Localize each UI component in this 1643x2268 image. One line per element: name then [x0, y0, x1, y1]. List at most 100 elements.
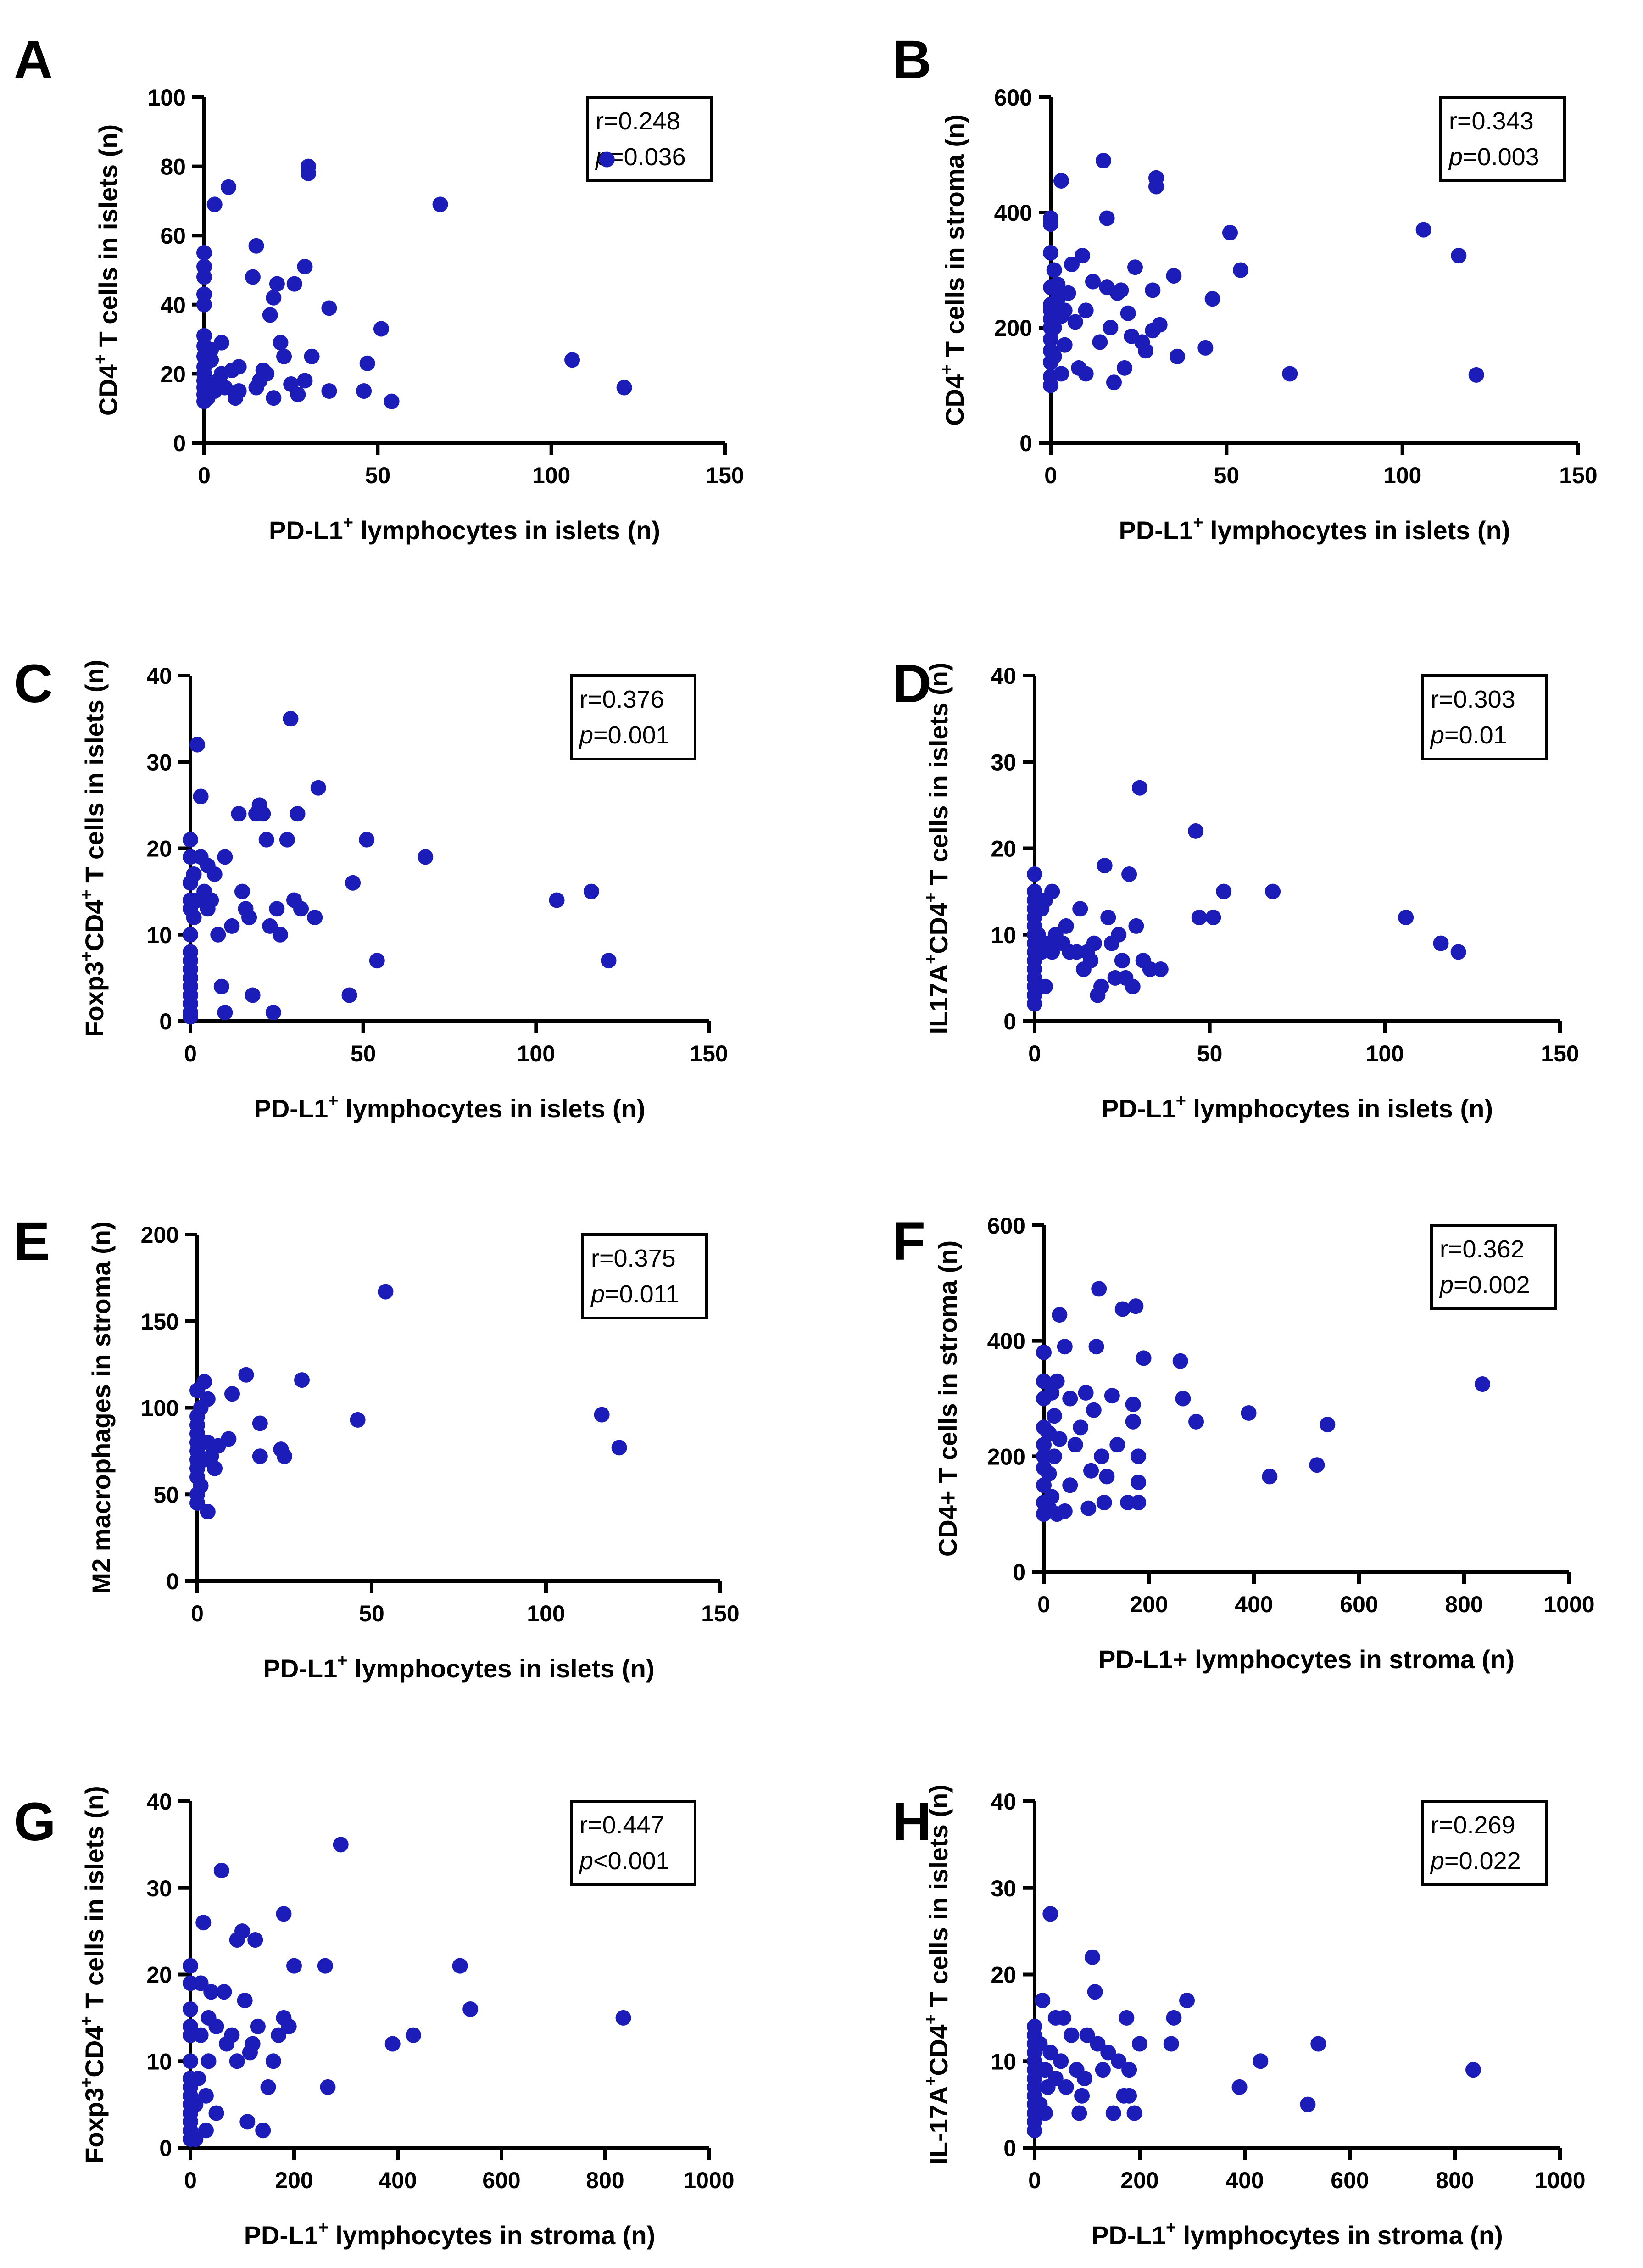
data-point — [1131, 1448, 1147, 1464]
data-point — [1062, 1391, 1078, 1407]
data-point — [369, 953, 385, 969]
data-point — [250, 2018, 266, 2034]
data-point — [1071, 2105, 1087, 2121]
data-point — [213, 335, 229, 351]
data-point — [1188, 1413, 1204, 1430]
data-points — [183, 1837, 631, 2147]
panel-letter: G — [14, 1792, 56, 1852]
panel-letter: D — [892, 654, 931, 714]
data-point — [208, 2018, 224, 2034]
data-points — [1027, 1906, 1481, 2139]
data-point — [615, 2010, 631, 2026]
data-point — [599, 151, 615, 168]
data-point — [193, 1975, 209, 1991]
data-point — [1044, 1489, 1060, 1505]
x-axis-title: PD-L1+ lymphocytes in islets (n) — [254, 1091, 645, 1123]
data-point — [208, 2105, 224, 2121]
data-point — [1188, 823, 1204, 839]
data-point — [1216, 883, 1232, 899]
p-value: p=0.01 — [1430, 721, 1507, 749]
data-point — [1072, 901, 1088, 917]
r-value: r=0.269 — [1431, 1811, 1515, 1839]
data-point — [373, 321, 389, 337]
data-point — [231, 806, 247, 822]
data-point — [183, 832, 198, 848]
data-point — [239, 2114, 256, 2130]
data-point — [1044, 944, 1060, 960]
data-point — [276, 1906, 292, 1922]
data-point — [1064, 2027, 1080, 2043]
y-tick-label: 40 — [991, 1789, 1016, 1815]
panel-letter: F — [892, 1211, 925, 1272]
y-tick-label: 100 — [148, 85, 186, 111]
data-point — [1166, 2010, 1182, 2026]
panel-a: A 0 50 100 150 0 20 40 60 80 100 PD-L1+ lymphocytes… — [14, 29, 744, 545]
data-point — [188, 2096, 204, 2112]
x-tick-label: 200 — [275, 2167, 313, 2193]
data-point — [1175, 1391, 1191, 1407]
data-point — [1241, 1405, 1257, 1421]
data-point — [1310, 2036, 1326, 2052]
data-point — [252, 1415, 268, 1431]
data-point — [462, 2001, 479, 2017]
data-point — [1042, 2045, 1058, 2061]
data-point — [260, 2079, 276, 2095]
data-point — [286, 276, 302, 292]
data-point — [262, 918, 278, 934]
x-tick-label: 200 — [1120, 2167, 1158, 2193]
data-point — [1128, 1298, 1144, 1314]
stat-box: r=0.248 p=0.036 — [586, 96, 713, 182]
data-point — [1111, 2053, 1127, 2069]
data-point — [1027, 2018, 1042, 2034]
data-point — [1222, 224, 1238, 240]
data-point — [1105, 2105, 1121, 2121]
data-point — [345, 875, 361, 891]
data-point — [1114, 953, 1130, 969]
x-tick-label: 600 — [1331, 2167, 1369, 2193]
data-point — [359, 355, 375, 371]
data-points — [189, 1284, 627, 1519]
data-point — [203, 1984, 219, 2000]
data-point — [216, 1984, 232, 2000]
data-point — [356, 383, 372, 399]
data-point — [1046, 262, 1062, 278]
data-point — [213, 1863, 229, 1878]
data-point — [1090, 2036, 1106, 2052]
data-point — [1128, 918, 1144, 934]
x-axis-title: PD-L1+ lymphocytes in stroma (n) — [244, 2218, 656, 2250]
y-tick-label: 40 — [160, 292, 186, 318]
y-tick-label: 30 — [146, 1876, 172, 1901]
y-tick-label: 10 — [991, 2049, 1016, 2074]
data-point — [1113, 282, 1129, 298]
data-point — [224, 1386, 240, 1402]
data-point — [1073, 1419, 1089, 1436]
data-point — [245, 269, 261, 285]
data-point — [196, 245, 212, 261]
y-tick-label: 400 — [987, 1329, 1025, 1354]
data-point — [265, 1005, 281, 1021]
x-tick-label: 1000 — [683, 2167, 734, 2193]
data-point — [1132, 2036, 1147, 2052]
data-point — [1125, 1413, 1141, 1430]
data-point — [183, 2001, 198, 2017]
data-point — [286, 1958, 302, 1974]
y-tick-label: 10 — [146, 922, 172, 948]
data-point — [1046, 1408, 1062, 1424]
data-point — [255, 806, 271, 822]
data-point — [272, 927, 288, 943]
data-point — [196, 286, 212, 302]
data-point — [1074, 2088, 1090, 2104]
y-tick-label: 400 — [994, 200, 1032, 226]
data-point — [1076, 2071, 1092, 2086]
panel-letter: H — [892, 1792, 931, 1852]
data-points — [1043, 153, 1484, 393]
data-point — [1052, 1431, 1068, 1447]
data-point — [290, 806, 306, 822]
data-point — [1451, 248, 1467, 264]
data-point — [1265, 883, 1281, 899]
data-point — [255, 2123, 271, 2139]
data-point — [245, 2036, 261, 2052]
x-tick-label: 50 — [1197, 1041, 1223, 1067]
p-value: p=0.002 — [1439, 1271, 1530, 1299]
